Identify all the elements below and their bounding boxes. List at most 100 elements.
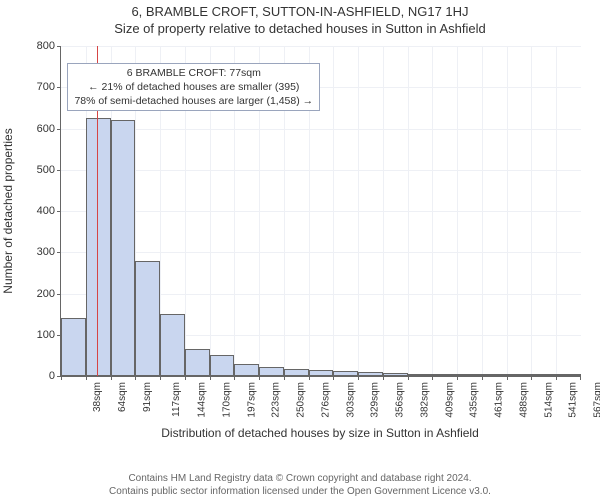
- y-tick-mark: [57, 211, 61, 212]
- histogram-bar: [61, 318, 86, 376]
- x-tick-label: 303sqm: [345, 382, 356, 418]
- histogram-bar: [507, 374, 532, 376]
- gridline-v: [457, 46, 458, 376]
- gridline-h: [61, 170, 581, 171]
- y-tick-label: 400: [0, 205, 55, 217]
- histogram-bar: [284, 369, 309, 376]
- x-tick-mark: [383, 376, 384, 380]
- footer-line-1: Contains HM Land Registry data © Crown c…: [0, 472, 600, 485]
- gridline-v: [432, 46, 433, 376]
- chart-titles: 6, BRAMBLE CROFT, SUTTON-IN-ASHFIELD, NG…: [0, 0, 600, 36]
- histogram-bar: [210, 355, 235, 376]
- annotation-line: 78% of semi-detached houses are larger (…: [74, 94, 313, 108]
- gridline-v: [333, 46, 334, 376]
- gridline-v: [531, 46, 532, 376]
- x-tick-label: 567sqm: [593, 382, 600, 418]
- x-tick-mark: [580, 376, 581, 380]
- y-tick-label: 600: [0, 123, 55, 135]
- x-tick-label: 223sqm: [271, 382, 282, 418]
- y-tick-label: 500: [0, 164, 55, 176]
- annotation-line: ← 21% of detached houses are smaller (39…: [74, 80, 313, 94]
- footer-line-2: Contains public sector information licen…: [0, 485, 600, 498]
- y-tick-mark: [57, 170, 61, 171]
- x-tick-label: 329sqm: [370, 382, 381, 418]
- histogram-bar: [482, 374, 507, 376]
- histogram-bar: [432, 374, 457, 376]
- gridline-v: [408, 46, 409, 376]
- x-tick-label: 356sqm: [395, 382, 406, 418]
- y-tick-mark: [57, 252, 61, 253]
- gridline-v: [507, 46, 508, 376]
- histogram-bar: [333, 371, 358, 376]
- gridline-v: [482, 46, 483, 376]
- x-tick-label: 435sqm: [469, 382, 480, 418]
- x-tick-mark: [482, 376, 483, 380]
- y-tick-mark: [57, 129, 61, 130]
- x-tick-mark: [259, 376, 260, 380]
- x-tick-mark: [284, 376, 285, 380]
- x-tick-mark: [61, 376, 62, 380]
- gridline-v: [358, 46, 359, 376]
- x-tick-label: 514sqm: [543, 382, 554, 418]
- plot-area: 6 BRAMBLE CROFT: 77sqm← 21% of detached …: [60, 46, 581, 377]
- histogram-bar: [234, 364, 259, 376]
- x-tick-mark: [531, 376, 532, 380]
- gridline-h: [61, 46, 581, 47]
- histogram-bar: [531, 374, 556, 376]
- x-tick-mark: [111, 376, 112, 380]
- x-tick-mark: [86, 376, 87, 380]
- annotation-box: 6 BRAMBLE CROFT: 77sqm← 21% of detached …: [67, 63, 320, 112]
- y-tick-label: 800: [0, 40, 55, 52]
- histogram-bar: [408, 374, 433, 376]
- y-tick-label: 200: [0, 288, 55, 300]
- y-tick-label: 0: [0, 370, 55, 382]
- histogram-bar: [383, 373, 408, 376]
- x-tick-label: 382sqm: [419, 382, 430, 418]
- x-tick-mark: [556, 376, 557, 380]
- x-tick-mark: [408, 376, 409, 380]
- x-tick-mark: [358, 376, 359, 380]
- x-tick-mark: [432, 376, 433, 380]
- histogram-bar: [185, 349, 210, 376]
- x-tick-mark: [234, 376, 235, 380]
- annotation-line: 6 BRAMBLE CROFT: 77sqm: [74, 66, 313, 80]
- gridline-v: [556, 46, 557, 376]
- x-tick-label: 144sqm: [197, 382, 208, 418]
- y-tick-label: 300: [0, 246, 55, 258]
- histogram-bar: [457, 374, 482, 376]
- x-tick-label: 541sqm: [568, 382, 579, 418]
- gridline-h: [61, 129, 581, 130]
- x-tick-label: 250sqm: [296, 382, 307, 418]
- x-tick-label: 197sqm: [246, 382, 257, 418]
- chart-area: Number of detached properties 6 BRAMBLE …: [0, 36, 600, 446]
- histogram-bar: [309, 370, 334, 376]
- histogram-bar: [358, 372, 383, 376]
- y-tick-label: 700: [0, 81, 55, 93]
- attribution-footer: Contains HM Land Registry data © Crown c…: [0, 472, 600, 498]
- x-tick-label: 170sqm: [221, 382, 232, 418]
- gridline-h: [61, 211, 581, 212]
- x-tick-label: 38sqm: [92, 382, 103, 412]
- x-tick-mark: [160, 376, 161, 380]
- histogram-bar: [160, 314, 185, 376]
- x-tick-mark: [210, 376, 211, 380]
- y-tick-mark: [57, 294, 61, 295]
- title-subtitle: Size of property relative to detached ho…: [0, 21, 600, 36]
- gridline-v: [383, 46, 384, 376]
- x-tick-label: 409sqm: [444, 382, 455, 418]
- histogram-bar: [259, 367, 284, 376]
- x-tick-label: 91sqm: [142, 382, 153, 412]
- x-tick-label: 461sqm: [494, 382, 505, 418]
- y-tick-mark: [57, 46, 61, 47]
- x-tick-mark: [135, 376, 136, 380]
- x-tick-mark: [309, 376, 310, 380]
- x-tick-label: 64sqm: [117, 382, 128, 412]
- histogram-bar: [111, 120, 136, 376]
- x-tick-mark: [457, 376, 458, 380]
- x-tick-label: 488sqm: [519, 382, 530, 418]
- x-tick-label: 117sqm: [171, 382, 182, 417]
- y-tick-mark: [57, 87, 61, 88]
- histogram-bar: [556, 374, 581, 376]
- gridline-h: [61, 252, 581, 253]
- title-address: 6, BRAMBLE CROFT, SUTTON-IN-ASHFIELD, NG…: [0, 4, 600, 19]
